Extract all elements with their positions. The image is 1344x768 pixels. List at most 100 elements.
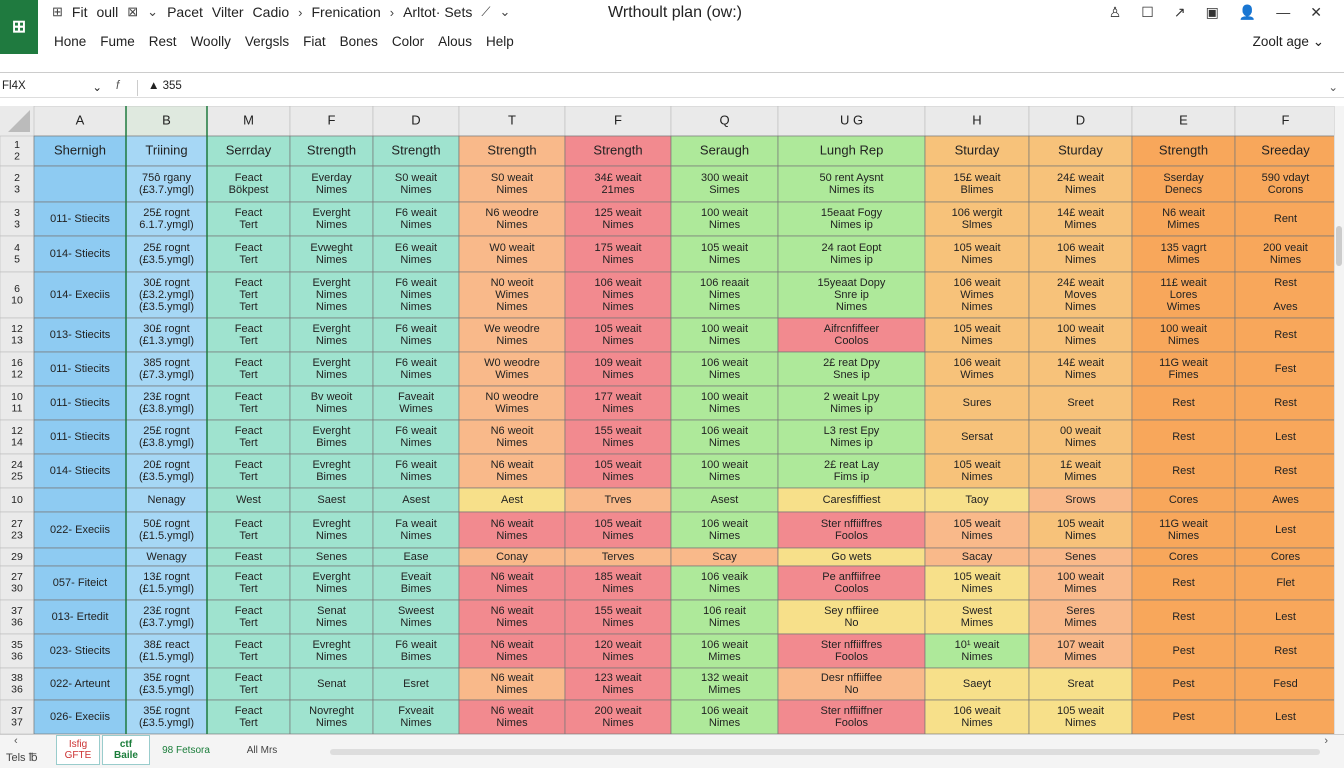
cell[interactable] — [33, 599, 127, 635]
cell[interactable] — [125, 599, 208, 635]
cell[interactable] — [458, 511, 566, 549]
cell[interactable] — [924, 633, 1030, 669]
cell[interactable] — [777, 235, 926, 273]
column-header[interactable] — [1131, 106, 1236, 137]
cell[interactable] — [125, 385, 208, 421]
cell[interactable] — [670, 135, 779, 167]
column-header[interactable] — [125, 106, 208, 137]
cell[interactable] — [289, 599, 374, 635]
cell[interactable] — [458, 201, 566, 237]
cell[interactable] — [1028, 235, 1133, 273]
cell[interactable] — [670, 487, 779, 513]
cell[interactable] — [33, 667, 127, 701]
cell[interactable] — [289, 235, 374, 273]
cell[interactable] — [670, 511, 779, 549]
cell[interactable] — [458, 271, 566, 319]
cell[interactable] — [1028, 385, 1133, 421]
cell[interactable] — [33, 633, 127, 669]
cell[interactable] — [924, 201, 1030, 237]
cell[interactable] — [564, 511, 672, 549]
cell[interactable] — [564, 135, 672, 167]
cell[interactable] — [564, 235, 672, 273]
cell[interactable] — [458, 135, 566, 167]
cell[interactable] — [1131, 201, 1236, 237]
cell[interactable] — [206, 165, 291, 203]
cell[interactable] — [564, 165, 672, 203]
cell[interactable] — [125, 135, 208, 167]
cell[interactable] — [125, 487, 208, 513]
cell[interactable] — [564, 633, 672, 669]
tab-home[interactable]: Hone — [54, 34, 87, 49]
cell[interactable] — [1131, 385, 1236, 421]
cell[interactable] — [458, 565, 566, 601]
column-header[interactable] — [458, 106, 566, 137]
cell[interactable] — [777, 165, 926, 203]
tab-bones[interactable]: Bones — [339, 34, 378, 49]
cell[interactable] — [289, 201, 374, 237]
oull-button[interactable]: oull — [96, 4, 119, 20]
cell[interactable] — [458, 599, 566, 635]
cell[interactable] — [206, 633, 291, 669]
cell[interactable] — [1234, 201, 1337, 237]
row-header[interactable] — [0, 667, 35, 701]
tab-rest[interactable]: Rest — [148, 34, 177, 49]
tab-vergsls[interactable]: Vergsls — [244, 34, 290, 49]
cell[interactable] — [1234, 633, 1337, 669]
tab-color[interactable]: Color — [391, 34, 425, 49]
cell[interactable] — [33, 165, 127, 203]
cell[interactable] — [1131, 165, 1236, 203]
row-header[interactable] — [0, 565, 35, 601]
cell[interactable] — [777, 633, 926, 669]
cell[interactable] — [125, 317, 208, 353]
chevron-down-icon[interactable]: ⌄ — [499, 4, 511, 19]
cell[interactable] — [33, 201, 127, 237]
cell[interactable] — [670, 633, 779, 669]
column-header[interactable] — [372, 106, 460, 137]
cell[interactable] — [125, 201, 208, 237]
cell[interactable] — [33, 135, 127, 167]
minimize-icon[interactable]: — — [1276, 4, 1291, 20]
cell[interactable] — [1028, 633, 1133, 669]
cell[interactable] — [564, 565, 672, 601]
cell[interactable] — [564, 699, 672, 734]
column-header[interactable] — [1234, 106, 1337, 137]
cell[interactable] — [1234, 235, 1337, 273]
pacet-button[interactable]: Pacet — [167, 4, 203, 20]
frenication-button[interactable]: Frenication — [311, 4, 381, 20]
tab-fume[interactable]: Fume — [100, 34, 135, 49]
cell[interactable] — [125, 351, 208, 387]
cell[interactable] — [458, 667, 566, 701]
cell[interactable] — [564, 487, 672, 513]
cell[interactable] — [777, 453, 926, 489]
user-icon[interactable]: 👤 — [1238, 4, 1257, 20]
cell[interactable] — [564, 453, 672, 489]
select-all-icon[interactable] — [8, 110, 30, 132]
cell[interactable] — [33, 271, 127, 319]
cell[interactable] — [1131, 633, 1236, 669]
cell[interactable] — [670, 599, 779, 635]
cell[interactable] — [458, 633, 566, 669]
cell[interactable] — [777, 351, 926, 387]
cell[interactable] — [289, 667, 374, 701]
row-header[interactable] — [0, 487, 35, 513]
excel-app-icon[interactable]: ⊞ — [0, 0, 38, 54]
row-header[interactable] — [0, 385, 35, 421]
cell[interactable] — [33, 511, 127, 549]
cell[interactable] — [372, 165, 460, 203]
cell[interactable] — [1028, 201, 1133, 237]
tab-alous[interactable]: Alous — [438, 34, 472, 49]
cell[interactable] — [1028, 351, 1133, 387]
cell[interactable] — [372, 565, 460, 601]
cell[interactable] — [777, 599, 926, 635]
save-icon[interactable]: ▣ — [1205, 4, 1219, 20]
profile-icon[interactable]: ♙ — [1108, 4, 1122, 20]
cell[interactable] — [206, 317, 291, 353]
cell[interactable] — [372, 135, 460, 167]
cell[interactable] — [33, 699, 127, 734]
cell[interactable] — [33, 487, 127, 513]
cell[interactable] — [289, 135, 374, 167]
cell[interactable] — [1028, 565, 1133, 601]
fit-button[interactable]: Fit — [71, 4, 88, 20]
cell[interactable] — [670, 351, 779, 387]
